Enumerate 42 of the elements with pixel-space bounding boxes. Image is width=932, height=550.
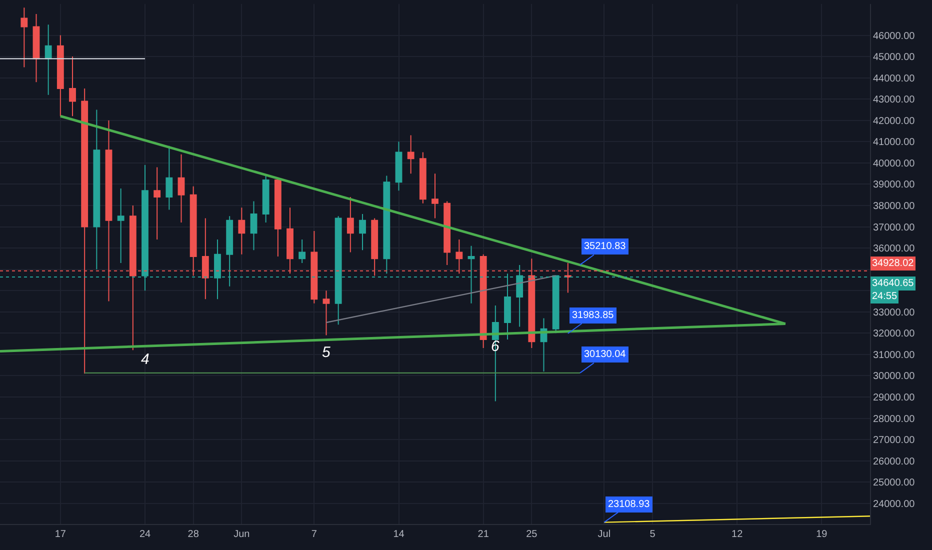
annotation: 35210.83 — [584, 241, 626, 252]
annotation: 30130.04 — [584, 349, 626, 360]
x-tick-label: Jun — [234, 529, 250, 540]
x-tick-label: 28 — [188, 529, 200, 540]
ref-line-label: 34640.65 — [872, 278, 914, 289]
x-tick-label: 7 — [311, 529, 318, 540]
x-tick-label: 25 — [526, 529, 538, 540]
y-tick-label: 46000.00 — [873, 30, 916, 42]
y-tick-label: 28000.00 — [873, 414, 916, 425]
y-tick-label: 27000.00 — [873, 435, 916, 446]
y-tick-label: 32000.00 — [873, 328, 916, 340]
y-tick-label: 36000.00 — [873, 244, 916, 255]
x-tick-label: 12 — [732, 529, 744, 540]
annotation: 31983.85 — [572, 310, 614, 321]
y-tick-label: 39000.00 — [873, 180, 916, 191]
y-tick-label: 40000.00 — [873, 158, 916, 170]
y-tick-label: 37000.00 — [873, 222, 916, 234]
y-tick-label: 24000.00 — [873, 498, 916, 510]
annotation: 23108.93 — [608, 499, 650, 510]
x-tick-label: 21 — [478, 529, 490, 540]
annotation: 4 — [141, 351, 150, 368]
y-tick-label: 33000.00 — [873, 307, 916, 318]
y-tick-label: 30000.00 — [873, 371, 916, 382]
y-tick-label: 45000.00 — [873, 52, 916, 64]
x-tick-label: 17 — [54, 529, 66, 540]
y-tick-label: 38000.00 — [873, 200, 916, 212]
y-tick-label: 29000.00 — [873, 392, 916, 404]
x-tick-label: 19 — [816, 529, 828, 540]
y-tick-label: 42000.00 — [873, 116, 916, 127]
y-tick-label: 25000.00 — [873, 478, 916, 489]
y-tick-label: 44000.00 — [873, 73, 916, 84]
y-tick-label: 31000.00 — [873, 350, 916, 361]
x-tick-label: 14 — [393, 529, 405, 540]
y-tick-label: 43000.00 — [873, 94, 916, 106]
ref-line-label: 34928.02 — [872, 258, 914, 269]
y-tick-label: 41000.00 — [873, 137, 916, 148]
annotation: 5 — [322, 344, 331, 361]
text: 24:55 — [872, 291, 898, 302]
x-tick-label: 5 — [650, 529, 656, 540]
y-tick-label: 26000.00 — [873, 456, 916, 468]
x-tick-label: 24 — [139, 529, 151, 540]
x-tick-label: Jul — [598, 529, 611, 540]
